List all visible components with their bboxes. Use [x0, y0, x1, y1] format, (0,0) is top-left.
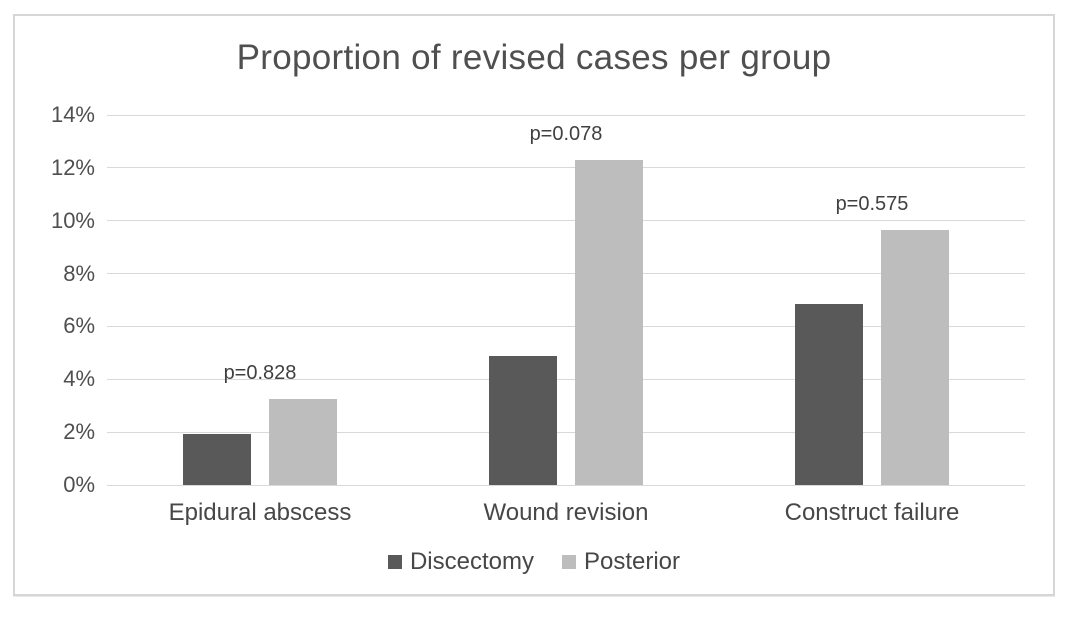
legend-swatch-icon	[561, 555, 576, 569]
y-axis-tick-label: 10%	[50, 207, 95, 233]
bar-posterior-epidural-abscess	[269, 399, 337, 485]
y-axis-tick-label: 8%	[63, 260, 95, 286]
category-group-construct-failure: p=0.575 Construct failure	[719, 115, 1025, 526]
gridline-6pct	[107, 325, 1025, 327]
y-axis-tick-label: 4%	[63, 366, 95, 392]
x-axis-category-label: Wound revision	[483, 499, 649, 526]
bar-posterior-construct-failure	[881, 230, 949, 485]
legend-item-discectomy: Discectomy	[387, 548, 534, 576]
y-axis-tick-label: 14%	[50, 102, 95, 127]
gridline-10pct	[107, 220, 1025, 222]
x-axis-category-label: Epidural abscess	[168, 499, 352, 526]
y-axis-tick-label: 6%	[63, 313, 95, 339]
bar-discectomy-wound-revision	[489, 355, 557, 485]
p-value-label: p=0.078	[529, 122, 603, 145]
legend-item-posterior: Posterior	[561, 548, 681, 576]
gridline-14pct	[107, 114, 1025, 116]
y-axis-tick-label: 12%	[50, 154, 95, 180]
p-value-label: p=0.828	[223, 362, 297, 385]
bar-discectomy-construct-failure	[795, 304, 863, 485]
legend-swatch-icon	[387, 555, 402, 569]
chart-title: Proportion of revised cases per group	[236, 38, 832, 77]
gridline-8pct	[107, 273, 1025, 275]
bar-discectomy-epidural-abscess	[183, 433, 251, 485]
bar-posterior-wound-revision	[575, 159, 643, 485]
gridline-12pct	[107, 167, 1025, 169]
p-value-label: p=0.575	[835, 192, 909, 215]
gridline-0pct	[107, 484, 1025, 486]
gridline-4pct	[107, 378, 1025, 380]
chart-frame: Proportion of revised cases per group 0%…	[13, 14, 1055, 596]
y-axis-tick-label: 2%	[63, 419, 95, 445]
legend: Discectomy Posterior	[15, 548, 1053, 576]
category-group-wound-revision: p=0.078 Wound revision	[413, 115, 719, 526]
gridline-2pct	[107, 431, 1025, 433]
plot-area: 0% 2% 4% 6% 8% 10% 12% 14% p=0.828 Epidural absce…	[51, 102, 1025, 526]
category-group-epidural-abscess: p=0.828 Epidural abscess	[107, 115, 413, 526]
legend-label: Posterior	[583, 548, 681, 575]
legend-label: Discectomy	[409, 548, 534, 575]
x-axis-category-label: Construct failure	[784, 499, 960, 526]
y-axis-tick-label: 0%	[63, 472, 95, 497]
